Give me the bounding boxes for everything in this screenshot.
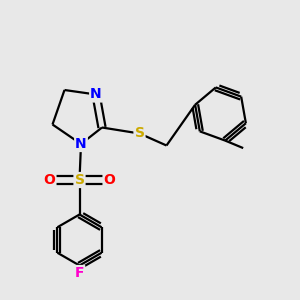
Text: S: S [134,127,145,140]
Text: F: F [75,266,84,280]
Text: N: N [75,137,87,151]
Text: O: O [103,173,116,187]
Text: S: S [74,173,85,187]
Text: O: O [44,173,56,187]
Text: N: N [90,88,102,101]
